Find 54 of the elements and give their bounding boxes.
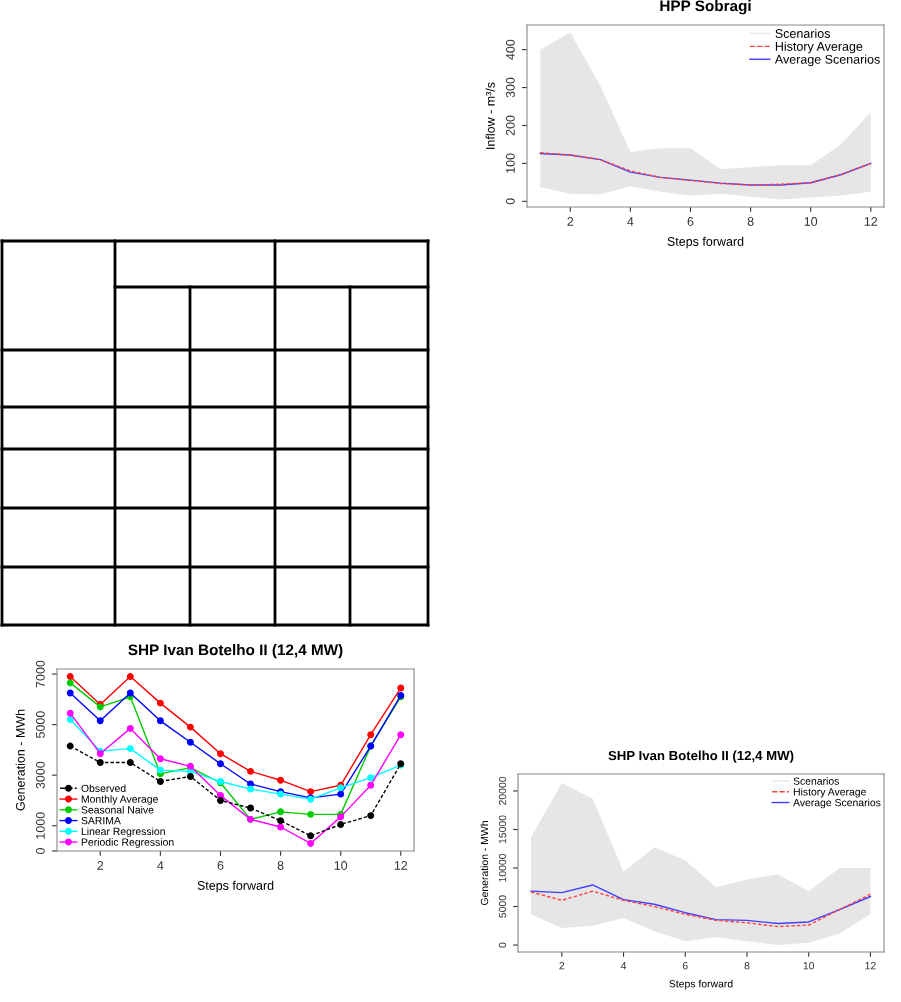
x-tick-label: 10 [804, 217, 818, 226]
legend-label: Monthly Average [81, 795, 158, 805]
x-tick-label: 6 [682, 962, 688, 970]
y-tick-label: 20000 [498, 776, 507, 805]
y-axis-title: Generation - MWh [15, 709, 25, 811]
x-tick-label: 4 [620, 962, 627, 970]
y-tick-label: 100 [505, 153, 515, 173]
x-tick-label: 8 [744, 962, 750, 970]
x-tick-label: 6 [217, 861, 224, 870]
x-tick-label: 8 [277, 861, 284, 870]
chart-title: HPP Sobragi [660, 0, 751, 15]
y-tick-label: 300 [505, 77, 515, 98]
x-tick-label: 2 [559, 962, 565, 970]
y-tick-label: 15000 [498, 815, 507, 844]
legend-label: Observed [81, 784, 126, 793]
x-axis-title: Steps forward [669, 979, 733, 990]
x-tick-label: 2 [567, 217, 574, 226]
y-tick-label: 0 [498, 942, 507, 948]
y-tick-label: 5000 [498, 895, 507, 918]
y-axis-title: Inflow - m³/s [485, 82, 495, 149]
x-tick-label: 2 [97, 861, 104, 870]
x-tick-label: 10 [334, 861, 348, 870]
x-tick-label: 4 [157, 861, 164, 870]
x-tick-label: 12 [394, 861, 408, 870]
y-tick-label: 200 [505, 115, 515, 136]
y-axis-title: Generation - MWh [480, 821, 489, 906]
x-tick-label: 12 [865, 962, 876, 970]
x-tick-label: 6 [687, 217, 694, 226]
x-tick-label: 12 [864, 217, 878, 226]
chart-title: SHP Ivan Botelho II (12,4 MW) [128, 644, 343, 659]
x-tick-label: 4 [627, 217, 634, 226]
y-tick-label: 0 [35, 848, 45, 854]
x-axis-title: Steps forward [197, 880, 274, 893]
chart-title: SHP Ivan Botelho II (12,4 MW) [608, 750, 794, 763]
legend-label: History Average [793, 787, 866, 798]
x-tick-label: 10 [803, 962, 815, 970]
legend-label: Average Scenarios [774, 54, 880, 67]
y-tick-label: 3000 [35, 761, 45, 789]
legend-label: Scenarios [775, 28, 830, 38]
legend-label: Linear Regression [81, 827, 165, 838]
legend-label: SARIMA [81, 816, 121, 825]
y-tick-label: 1000 [35, 812, 45, 839]
y-tick-label: 5000 [35, 711, 45, 739]
y-tick-label: 0 [505, 198, 515, 205]
legend-label: Scenarios [793, 777, 839, 785]
x-tick-label: 8 [747, 217, 754, 226]
y-tick-label: 7000 [35, 660, 45, 688]
legend-label: Periodic Regression [81, 838, 174, 848]
x-axis-title: Steps forward [667, 236, 744, 249]
y-tick-label: 400 [505, 39, 515, 60]
y-tick-label: 10000 [498, 853, 507, 882]
legend-label: Average Scenarios [793, 798, 881, 809]
legend-label: History Average [775, 41, 863, 54]
legend-label: Seasonal Naive [81, 805, 154, 814]
